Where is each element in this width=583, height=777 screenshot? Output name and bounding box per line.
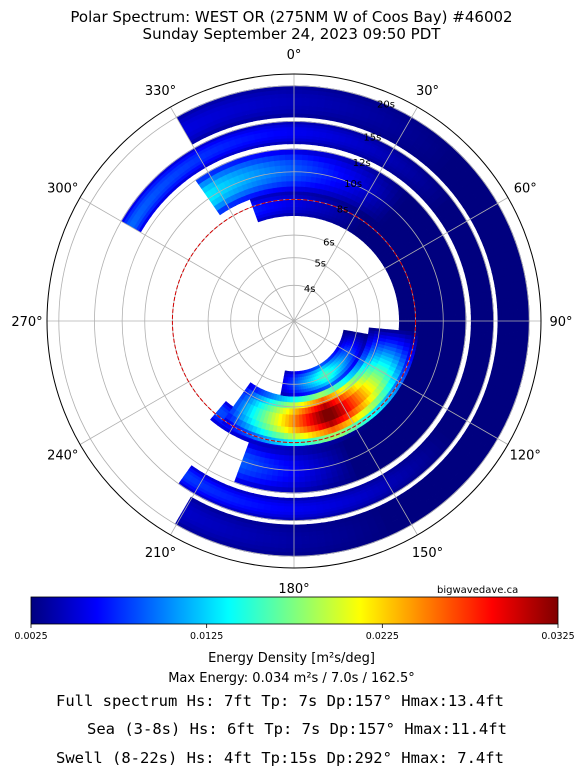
axis-labels: 0° 30° 60° 90° 120° 150° 180° 210° 240° 270° 300° 3…	[11, 48, 572, 597]
angle-tick-label: 240°	[47, 449, 78, 464]
angle-tick-label: 210°	[145, 546, 176, 561]
polar-grid	[46, 73, 542, 569]
period-tick-label: 5s	[314, 258, 326, 269]
angle-tick-label: 180°	[278, 582, 309, 597]
outer-frame	[46, 73, 542, 569]
chart-subtitle: Sunday September 24, 2023 09:50 PDT	[142, 25, 441, 43]
angle-tick-label: 300°	[47, 182, 78, 197]
colorbar-label: Energy Density [m²s/deg]	[208, 651, 375, 666]
colorbar-tick-label: 0.0325	[541, 631, 574, 642]
direction-spoke	[293, 320, 418, 536]
angle-tick-label: 150°	[412, 546, 443, 561]
period-tick-label: 8s	[337, 205, 349, 216]
credit-text: bigwavedave.ca	[437, 585, 519, 596]
stats-full-spectrum: Full spectrum Hs: 7ft Tp: 7s Dp:157° Hma…	[56, 692, 504, 710]
direction-spoke	[293, 197, 509, 322]
angle-tick-label: 330°	[145, 84, 176, 99]
period-tick-label: 6s	[323, 238, 335, 249]
stats-sea: Sea (3-8s) Hs: 6ft Tp: 7s Dp:157° Hmax:1…	[87, 720, 507, 738]
direction-spoke	[79, 197, 295, 322]
angle-tick-label: 60°	[514, 182, 537, 197]
angle-tick-label: 270°	[11, 315, 42, 330]
colorbar-tick-label: 0.0225	[366, 631, 399, 642]
angle-tick-label: 90°	[549, 315, 572, 330]
period-tick-label: 10s	[344, 179, 362, 190]
direction-spoke	[293, 106, 418, 322]
chart-title: Polar Spectrum: WEST OR (275NM W of Coos…	[70, 8, 513, 26]
angle-tick-label: 120°	[510, 449, 541, 464]
energy-band-sea-inner-band	[280, 329, 369, 397]
angle-tick-label: 30°	[416, 84, 439, 99]
period-tick-label: 20s	[377, 100, 395, 111]
angle-tick-label: 0°	[287, 48, 302, 63]
direction-spoke	[170, 320, 295, 536]
period-tick-label: 15s	[363, 133, 381, 144]
stats-swell: Swell (8-22s) Hs: 4ft Tp:15s Dp:292° Hma…	[56, 749, 504, 767]
colorbar-tick-label: 0.0025	[14, 631, 47, 642]
energy-band-swell-middle-ring	[120, 121, 494, 521]
reference-circle	[171, 198, 417, 444]
max-energy-text: Max Energy: 0.034 m²s / 7.0s / 162.5°	[168, 671, 415, 686]
period-tick-label: 12s	[353, 158, 371, 169]
colorbar-tick-label: 0.0125	[190, 631, 223, 642]
colorbar-gradient	[30, 596, 559, 625]
direction-spoke	[79, 320, 295, 445]
period-tick-label: 4s	[304, 284, 316, 295]
direction-spoke	[170, 106, 295, 322]
colorbar: 0.0025 0.0125 0.0225 0.0325	[14, 596, 575, 642]
direction-spoke	[293, 320, 509, 445]
